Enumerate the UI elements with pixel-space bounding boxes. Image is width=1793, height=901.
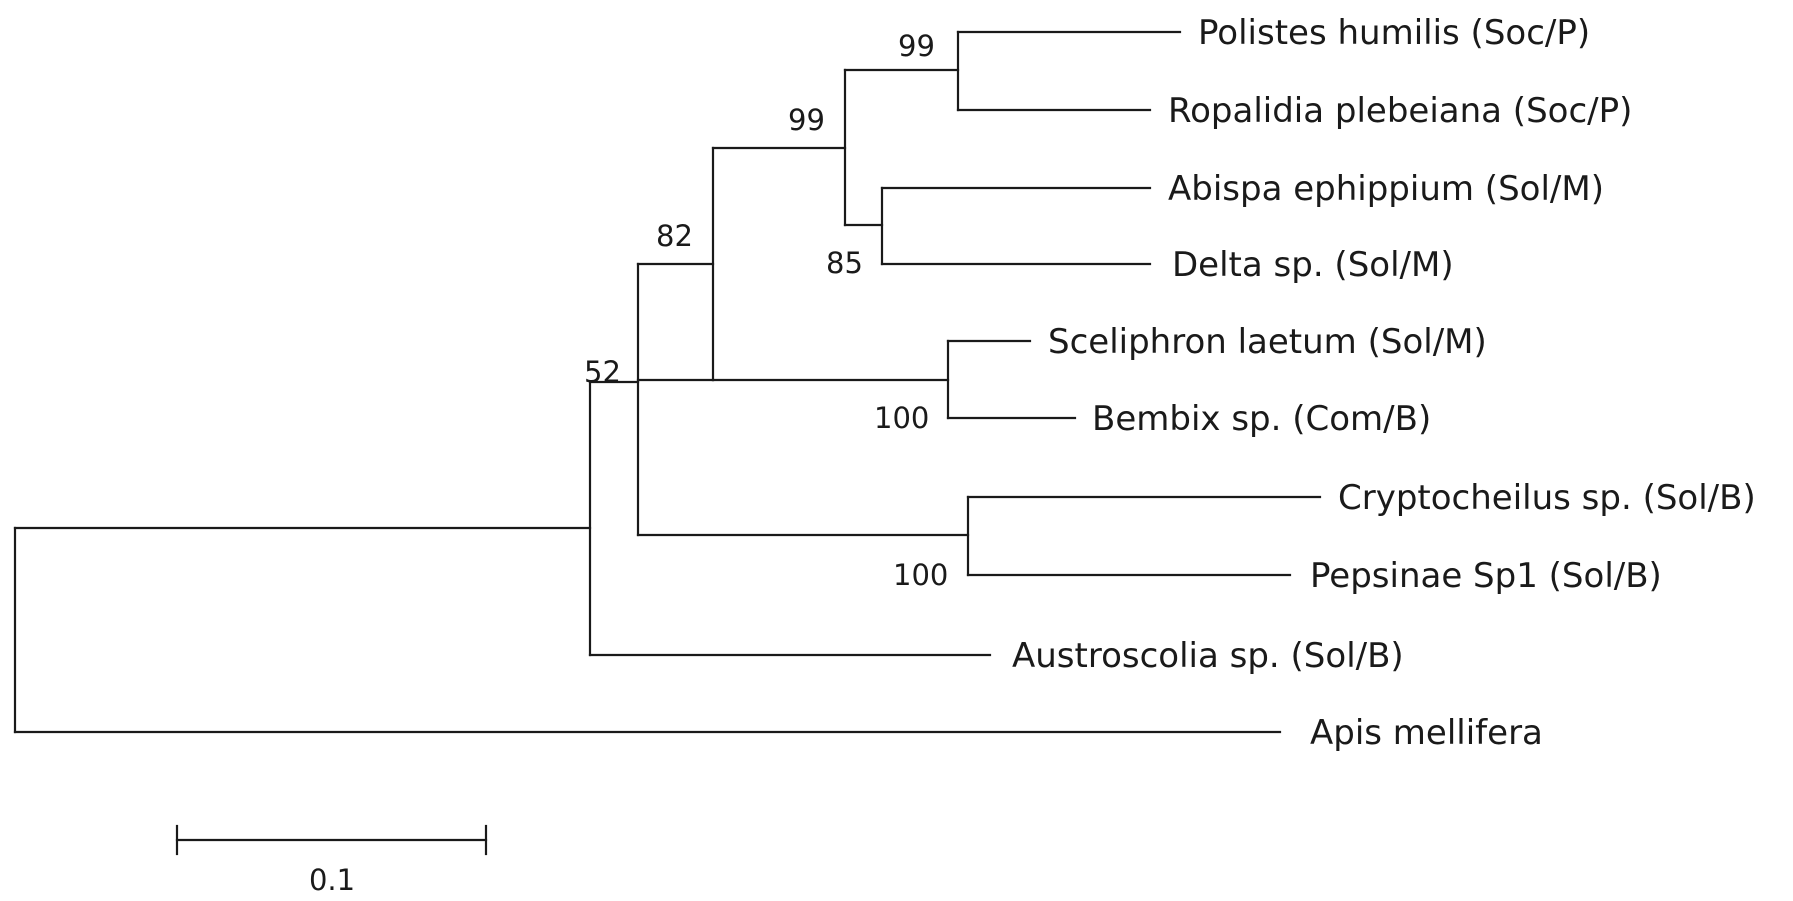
support-values: 99 99 85 82 52 100 100 [584, 29, 948, 592]
support-value-node-52: 52 [584, 355, 621, 389]
scale-bar-label: 0.1 [309, 863, 355, 897]
taxon-pepsinae-sp1: Pepsinae Sp1 (Sol/B) [1310, 556, 1662, 596]
support-value-node-99-top: 99 [898, 29, 935, 63]
taxon-apis-mellifera: Apis mellifera [1310, 713, 1543, 753]
support-value-node-85: 85 [826, 246, 863, 280]
taxon-cryptocheilus-sp: Cryptocheilus sp. (Sol/B) [1338, 478, 1756, 518]
taxon-sceliphron-laetum: Sceliphron laetum (Sol/M) [1048, 322, 1487, 362]
taxon-polistes-humilis: Polistes humilis (Soc/P) [1198, 13, 1590, 53]
taxon-labels: Polistes humilis (Soc/P) Ropalidia plebe… [1012, 13, 1756, 753]
support-value-node-100-sceliphron: 100 [874, 401, 929, 435]
scale-bar: 0.1 [175, 824, 488, 897]
taxon-abispa-ephippium: Abispa ephippium (Sol/M) [1168, 169, 1604, 209]
support-value-node-99-inner: 99 [788, 103, 825, 137]
taxon-austroscolia-sp: Austroscolia sp. (Sol/B) [1012, 636, 1404, 676]
support-value-node-100-cryptocheilus: 100 [893, 558, 948, 592]
support-value-node-82: 82 [656, 219, 693, 253]
tree-branches [13, 30, 1322, 734]
taxon-delta-sp: Delta sp. (Sol/M) [1172, 245, 1454, 285]
taxon-bembix-sp: Bembix sp. (Com/B) [1092, 399, 1431, 439]
taxon-ropalidia-plebeiana: Ropalidia plebeiana (Soc/P) [1168, 91, 1632, 131]
